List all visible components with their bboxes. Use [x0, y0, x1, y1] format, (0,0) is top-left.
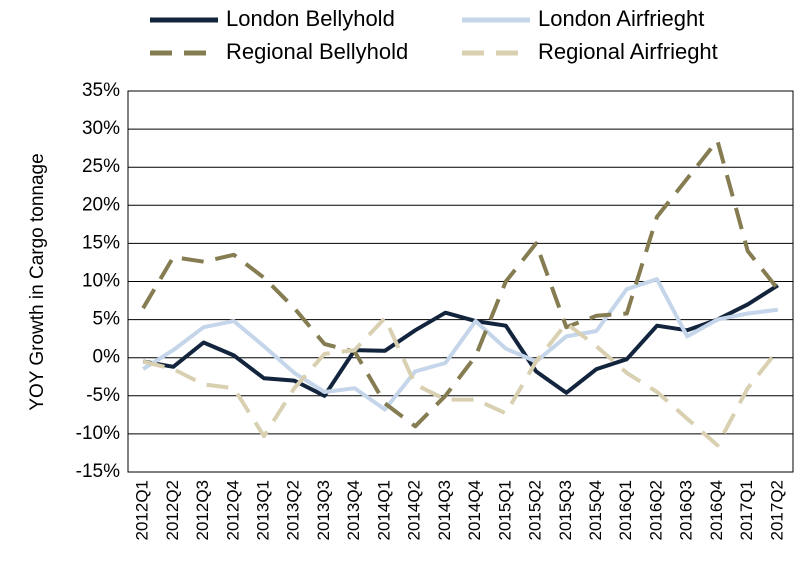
y-tick-label: 30% [82, 118, 120, 139]
y-axis-label: YOY Growth in Cargo tonnage [27, 153, 48, 410]
legend-label: London Airfrieght [538, 6, 704, 31]
y-tick-label: 10% [82, 271, 120, 292]
x-tick-label: 2016Q3 [677, 480, 696, 541]
x-tick-label: 2013Q3 [314, 480, 333, 541]
series-line [141, 138, 780, 429]
y-tick-label: -5% [86, 385, 120, 406]
y-tick-label: 0% [93, 347, 121, 368]
legend-label: Regional Bellyhold [226, 39, 408, 64]
legend-label: Regional Airfrieght [538, 39, 718, 64]
legend-label: London Bellyhold [226, 6, 395, 31]
x-tick-label: 2014Q2 [405, 480, 424, 541]
y-tick-label: 35% [82, 80, 120, 101]
x-tick-label: 2012Q4 [223, 480, 242, 541]
x-tick-label: 2012Q1 [133, 480, 152, 541]
x-tick-label: 2012Q3 [193, 480, 212, 541]
x-tick-label: 2015Q3 [556, 480, 575, 541]
x-tick-label: 2016Q4 [707, 480, 726, 541]
x-tick-label: 2017Q1 [737, 480, 756, 541]
x-tick-label: 2015Q2 [526, 480, 545, 541]
y-tick-label: 25% [82, 156, 120, 177]
x-tick-label: 2012Q2 [163, 480, 182, 541]
x-tick-label: 2016Q2 [646, 480, 665, 541]
series-line [142, 277, 779, 412]
y-tick-label: 15% [82, 232, 120, 253]
x-tick-label: 2014Q3 [435, 480, 454, 541]
x-tick-label: 2015Q1 [495, 480, 514, 541]
y-tick-label: 20% [82, 194, 120, 215]
x-tick-label: 2013Q2 [284, 480, 303, 541]
x-tick-label: 2016Q1 [616, 480, 635, 541]
y-tick-label: -10% [76, 423, 120, 444]
series-line [142, 283, 779, 398]
x-tick-label: 2017Q2 [767, 480, 786, 541]
x-tick-label: 2015Q4 [586, 480, 605, 541]
plot-border [127, 90, 794, 473]
y-tick-label: -15% [76, 461, 120, 482]
x-tick-label: 2013Q4 [344, 480, 363, 541]
series-line [142, 316, 780, 448]
x-tick-label: 2014Q1 [374, 480, 393, 541]
y-tick-label: 5% [93, 309, 121, 330]
x-tick-label: 2013Q1 [254, 480, 273, 541]
x-tick-label: 2014Q4 [465, 480, 484, 541]
